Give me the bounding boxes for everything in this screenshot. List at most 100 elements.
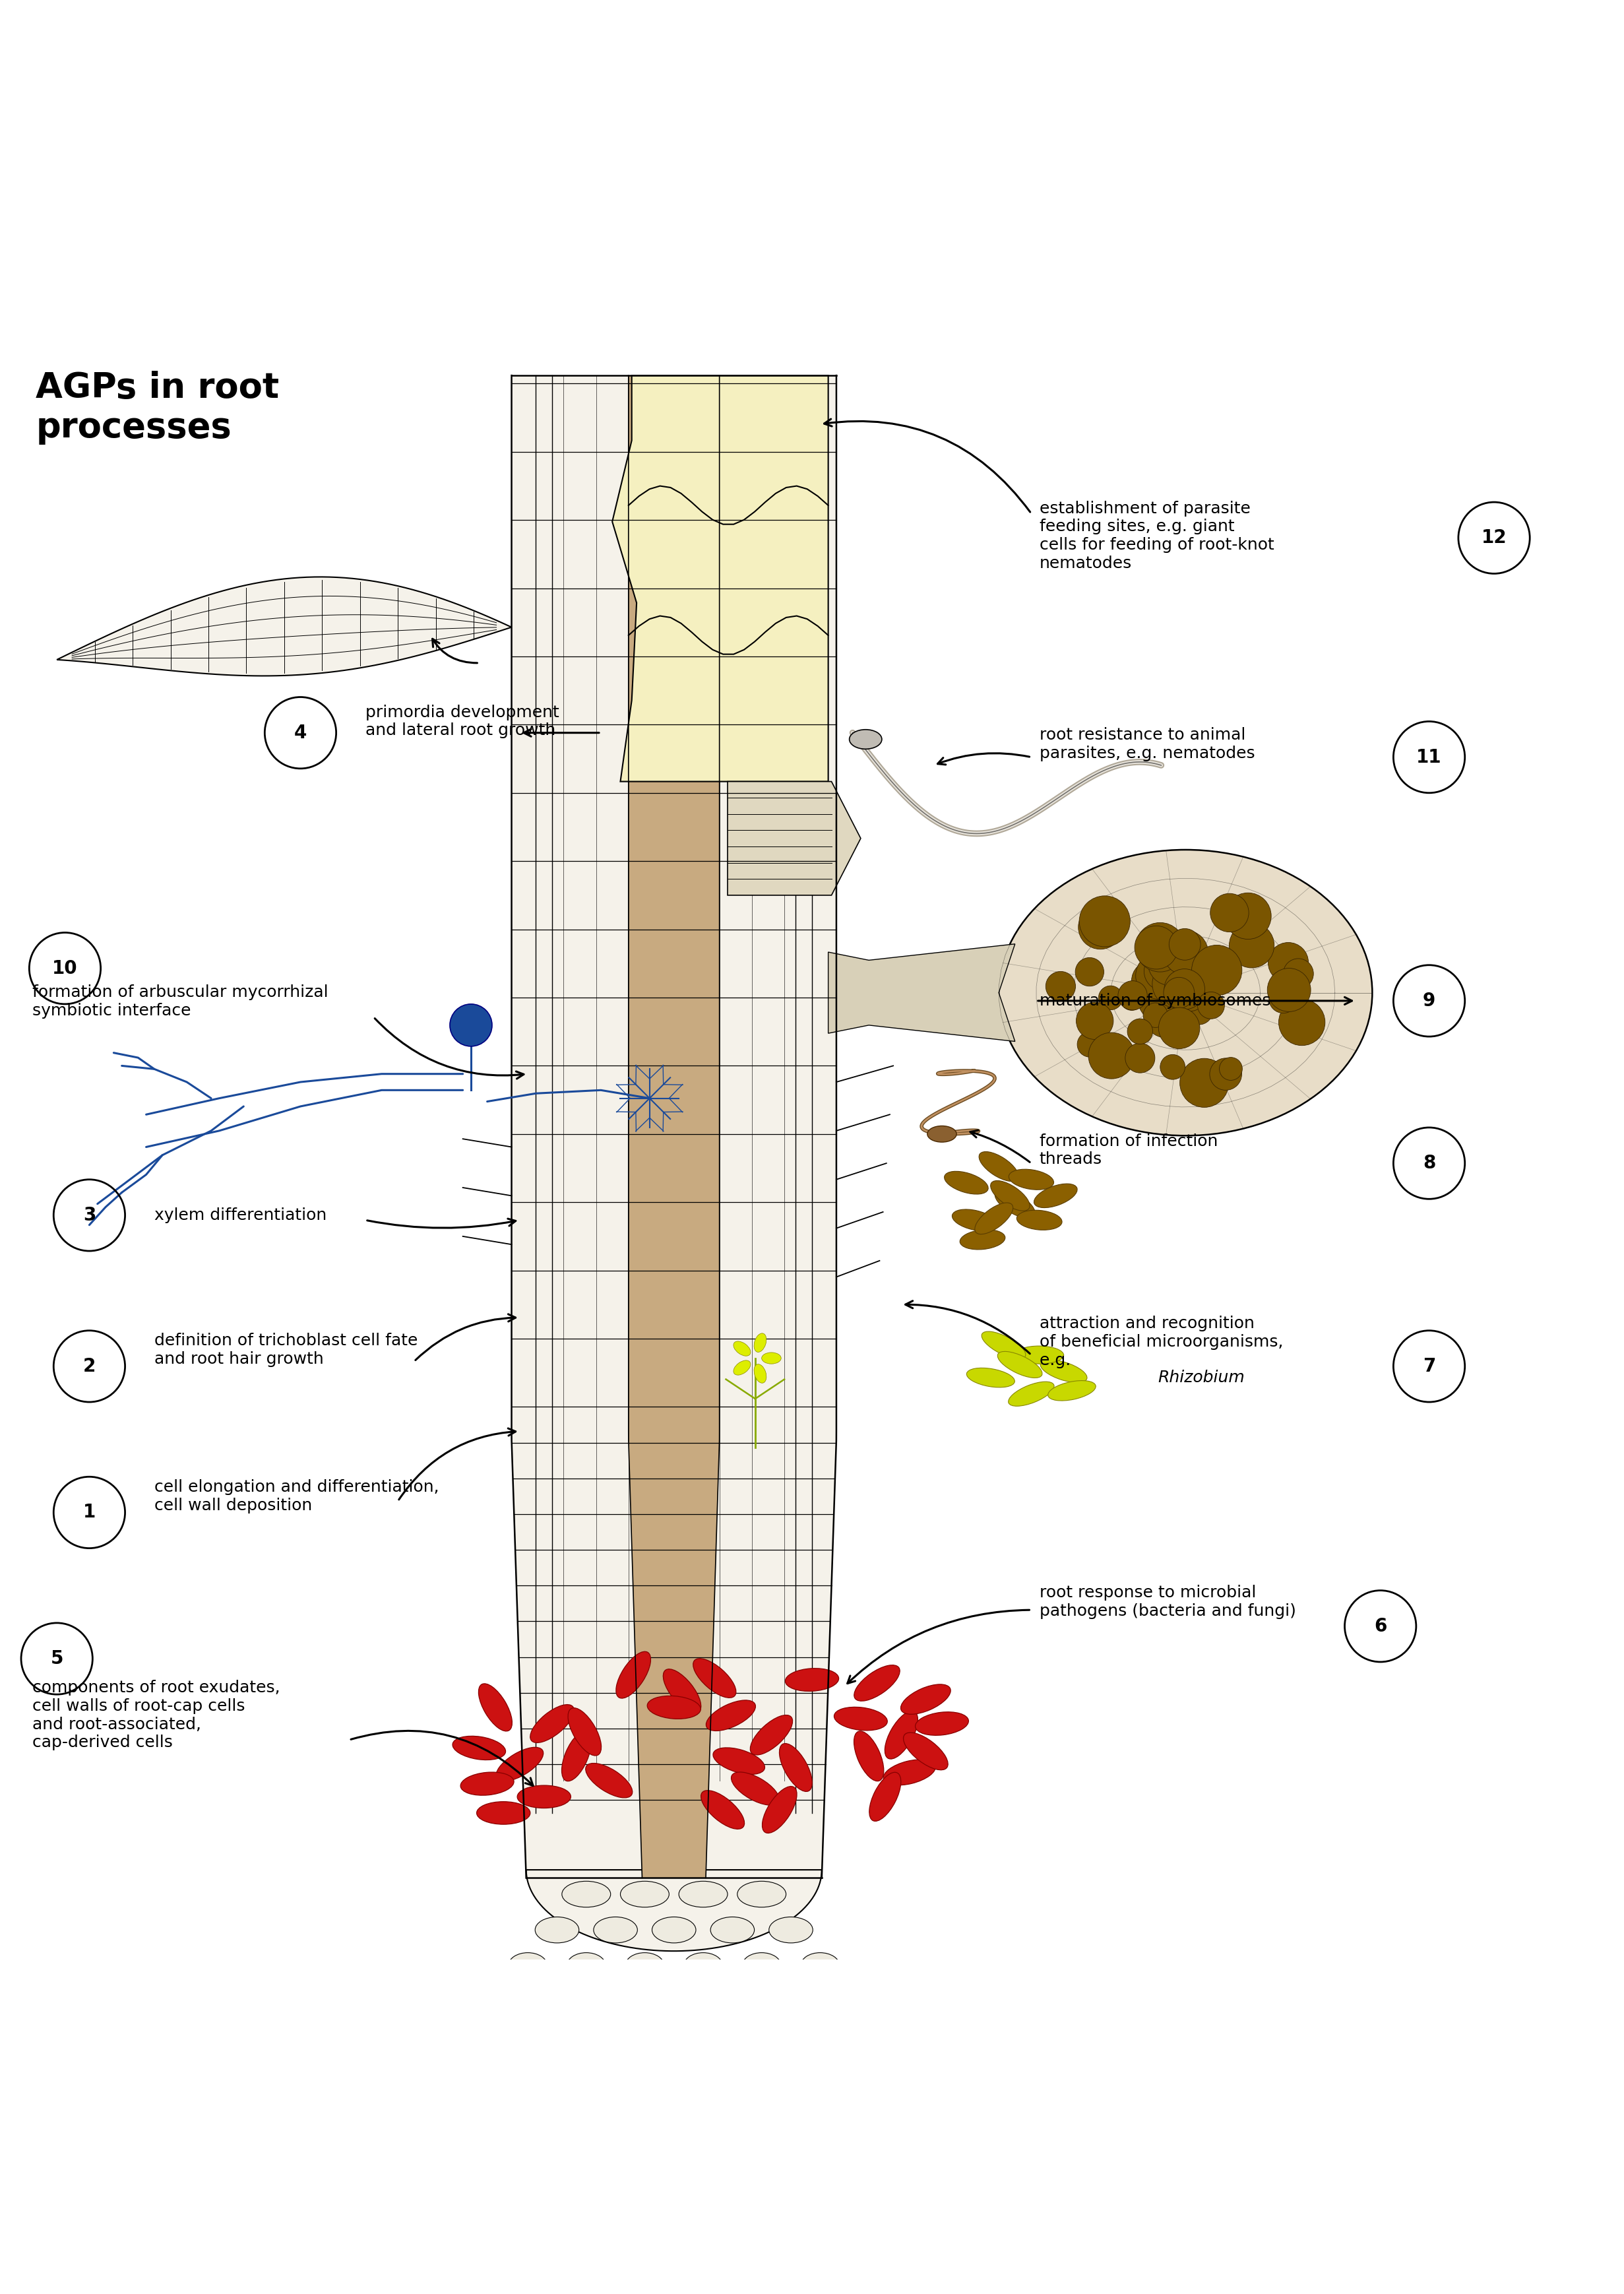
Ellipse shape <box>754 1333 767 1351</box>
Polygon shape <box>728 782 861 895</box>
Text: 2: 2 <box>83 1358 96 1376</box>
Text: maturation of symbiosomes: maturation of symbiosomes <box>1039 993 1270 1009</box>
Ellipse shape <box>477 1801 529 1824</box>
Ellipse shape <box>754 1365 767 1383</box>
Ellipse shape <box>529 1704 575 1743</box>
Ellipse shape <box>801 1952 840 1980</box>
Ellipse shape <box>663 1670 702 1714</box>
Circle shape <box>1160 963 1203 1005</box>
Ellipse shape <box>966 1367 1015 1388</box>
Text: 7: 7 <box>1423 1358 1436 1376</box>
Ellipse shape <box>742 1952 781 1980</box>
Ellipse shape <box>997 1351 1043 1379</box>
Ellipse shape <box>710 1918 754 1943</box>
Ellipse shape <box>869 1773 901 1821</box>
Ellipse shape <box>916 1711 968 1734</box>
Text: cell elongation and differentiation,
cell wall deposition: cell elongation and differentiation, cel… <box>154 1480 438 1514</box>
Ellipse shape <box>731 1771 780 1805</box>
Circle shape <box>1169 929 1200 961</box>
Ellipse shape <box>615 1652 651 1698</box>
Ellipse shape <box>508 1952 547 1980</box>
Ellipse shape <box>586 1764 632 1798</box>
Ellipse shape <box>901 1684 950 1714</box>
Ellipse shape <box>693 1659 736 1698</box>
Text: 8: 8 <box>1423 1154 1436 1172</box>
Circle shape <box>1210 892 1249 931</box>
Circle shape <box>1156 989 1182 1016</box>
Ellipse shape <box>706 1700 755 1732</box>
Polygon shape <box>512 376 836 1879</box>
Circle shape <box>1163 977 1194 1009</box>
Ellipse shape <box>453 1737 505 1759</box>
Ellipse shape <box>885 1711 918 1759</box>
Circle shape <box>1237 920 1262 945</box>
Text: 10: 10 <box>52 959 78 977</box>
Polygon shape <box>57 576 512 677</box>
Circle shape <box>1080 897 1130 947</box>
Circle shape <box>1220 1058 1242 1080</box>
Circle shape <box>1075 957 1104 986</box>
Text: 4: 4 <box>294 723 307 741</box>
Circle shape <box>1268 984 1298 1014</box>
Text: formation of arbuscular mycorrhizal
symbiotic interface: formation of arbuscular mycorrhizal symb… <box>32 984 328 1019</box>
Text: 1: 1 <box>83 1503 96 1521</box>
Circle shape <box>1077 1032 1103 1058</box>
Circle shape <box>1135 927 1177 968</box>
Ellipse shape <box>593 1918 637 1943</box>
Circle shape <box>1077 1002 1114 1039</box>
Circle shape <box>1163 931 1208 975</box>
Ellipse shape <box>479 1684 512 1732</box>
Ellipse shape <box>1047 1381 1096 1402</box>
Ellipse shape <box>562 1732 591 1780</box>
Circle shape <box>1268 943 1309 982</box>
Circle shape <box>1192 954 1226 989</box>
Ellipse shape <box>1009 1381 1054 1406</box>
Ellipse shape <box>518 1785 570 1808</box>
Ellipse shape <box>996 1191 1034 1218</box>
Ellipse shape <box>835 1707 887 1730</box>
Text: formation of infection
threads: formation of infection threads <box>1039 1133 1218 1168</box>
Ellipse shape <box>1015 1347 1064 1365</box>
Ellipse shape <box>562 1881 611 1906</box>
Circle shape <box>1158 1007 1200 1048</box>
Ellipse shape <box>461 1773 513 1796</box>
Text: establishment of parasite
feeding sites, e.g. giant
cells for feeding of root-kn: establishment of parasite feeding sites,… <box>1039 500 1273 571</box>
Text: Rhizobium: Rhizobium <box>1158 1370 1246 1386</box>
Circle shape <box>1192 945 1242 996</box>
Circle shape <box>1147 1000 1184 1037</box>
Text: 9: 9 <box>1423 991 1436 1009</box>
Polygon shape <box>628 376 719 1879</box>
Ellipse shape <box>960 1230 1005 1250</box>
Text: attraction and recognition
of beneficial microorganisms,
e.g.: attraction and recognition of beneficial… <box>1039 1317 1283 1367</box>
Circle shape <box>1121 986 1143 1009</box>
Circle shape <box>450 1005 492 1046</box>
Polygon shape <box>612 376 828 782</box>
Circle shape <box>1125 1044 1155 1074</box>
Text: 11: 11 <box>1416 748 1442 766</box>
Ellipse shape <box>768 1918 812 1943</box>
Circle shape <box>1148 941 1192 986</box>
Ellipse shape <box>999 849 1372 1136</box>
Circle shape <box>1160 1055 1186 1080</box>
Circle shape <box>1127 1019 1153 1044</box>
Circle shape <box>1181 1058 1229 1108</box>
Ellipse shape <box>854 1732 883 1780</box>
Ellipse shape <box>854 1665 900 1702</box>
Ellipse shape <box>952 1209 997 1232</box>
Ellipse shape <box>734 1360 750 1374</box>
Ellipse shape <box>780 1743 812 1792</box>
Ellipse shape <box>679 1881 728 1906</box>
Text: root resistance to animal
parasites, e.g. nematodes: root resistance to animal parasites, e.g… <box>1039 727 1255 762</box>
Circle shape <box>1210 1058 1242 1090</box>
Circle shape <box>1164 968 1205 1009</box>
Text: 5: 5 <box>50 1649 63 1668</box>
Circle shape <box>1153 970 1190 1007</box>
Circle shape <box>1283 959 1314 989</box>
Circle shape <box>1095 1039 1130 1076</box>
Ellipse shape <box>734 1342 750 1356</box>
Ellipse shape <box>648 1695 700 1718</box>
Circle shape <box>1078 906 1122 950</box>
Text: definition of trichoblast cell fate
and root hair growth: definition of trichoblast cell fate and … <box>154 1333 417 1367</box>
Ellipse shape <box>786 1668 838 1691</box>
Circle shape <box>1278 1000 1325 1046</box>
